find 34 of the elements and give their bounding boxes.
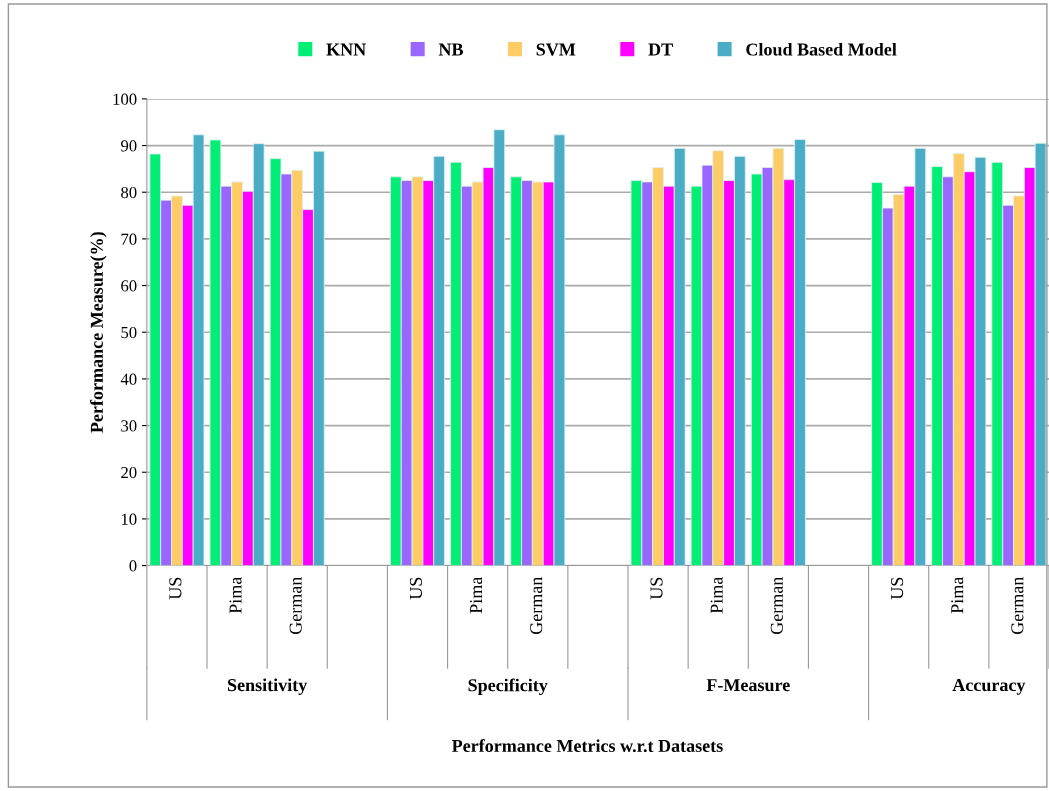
text: F-Measure xyxy=(706,679,790,692)
x-tick-label: US xyxy=(169,577,182,600)
x-tick-label: German xyxy=(530,576,543,635)
x-tick-label: US xyxy=(409,577,423,600)
text: Accuracy xyxy=(952,679,1026,695)
y-tick-label: 0 xyxy=(129,560,137,572)
y-tick-label: 60 xyxy=(121,280,137,292)
y-tick-label: 50 xyxy=(121,326,137,339)
x-tick-label: Pima xyxy=(470,576,483,614)
y-tick-label: 20 xyxy=(121,466,137,479)
x-tick-label: Pima xyxy=(229,576,242,614)
y-tick-label: 70 xyxy=(121,233,137,245)
y-tick-label: 30 xyxy=(121,420,137,432)
x-tick-label: US xyxy=(891,577,904,600)
y-tick-label: 10 xyxy=(121,513,137,525)
y-tick-label: 40 xyxy=(120,373,137,385)
legend-label: SVM xyxy=(536,43,576,56)
legend-label: DT xyxy=(648,43,673,56)
y-tick-label: 90 xyxy=(121,140,137,152)
legend-label: Cloud Based Model xyxy=(746,42,897,56)
text: Specificity xyxy=(468,678,548,696)
legend-label: NB xyxy=(438,43,463,56)
text: Performance Metrics w.r.t Datasets xyxy=(451,739,723,753)
x-tick-label: German xyxy=(770,576,783,635)
legend-label: KNN xyxy=(326,43,366,56)
text: Sensitivity xyxy=(227,678,308,695)
x-tick-label: German xyxy=(289,576,302,635)
y-tick-label: 100 xyxy=(113,93,137,105)
y-axis-title: Performance Measure(%) xyxy=(90,232,107,433)
y-tick-label: 80 xyxy=(121,186,137,199)
x-tick-label: German xyxy=(1011,576,1024,635)
x-tick-label: US xyxy=(650,577,663,600)
x-tick-label: Pima xyxy=(710,576,723,614)
x-tick-label: Pima xyxy=(951,576,964,614)
